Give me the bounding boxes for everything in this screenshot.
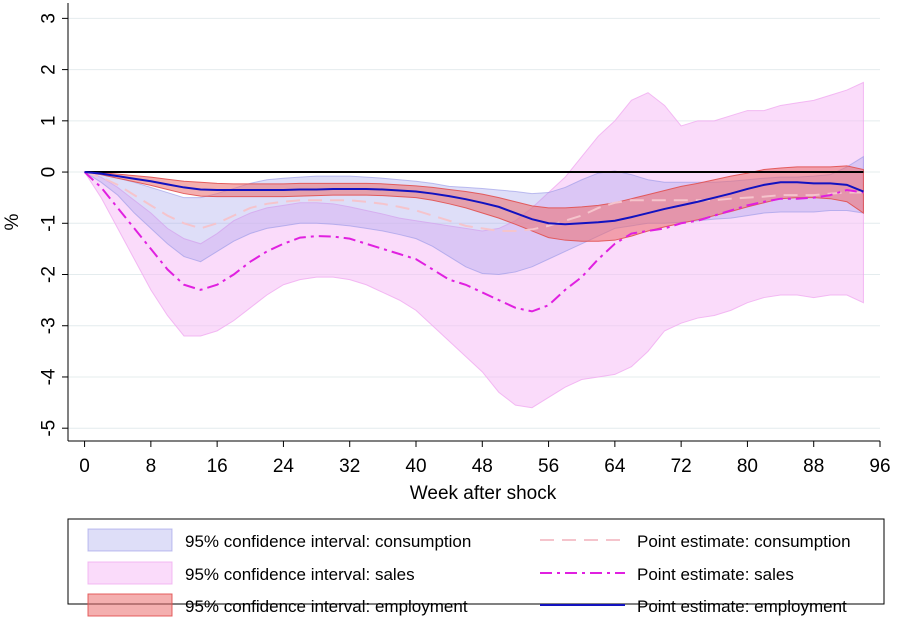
x-tick-label: 48: [472, 456, 493, 477]
plot-area: -5 -4 -3 -2 -1 0 1 2 3 0 8 16 24 32 40 48 56 64 72 80 88 96: [39, 3, 891, 477]
legend: [67, 518, 885, 605]
legend-label: 95% confidence interval: sales: [185, 565, 415, 584]
x-tick-label: 16: [207, 456, 228, 477]
legend-label: Point estimate: sales: [637, 565, 794, 584]
legend-swatch: [87, 561, 173, 585]
x-tick-label: 88: [803, 456, 824, 477]
x-tick-label: 0: [79, 456, 90, 477]
legend-label: 95% confidence interval: employment: [185, 597, 468, 616]
y-tick-label: -1: [39, 215, 60, 232]
y-tick-label: -4: [39, 368, 60, 385]
y-tick-label: -2: [39, 266, 60, 283]
legend-items: 95% confidence interval: consumption 95% …: [87, 528, 851, 617]
x-tick-label: 80: [737, 456, 758, 477]
x-tick-label: 40: [405, 456, 426, 477]
legend-swatch: [87, 593, 173, 617]
x-tick-label: 32: [339, 456, 360, 477]
y-tick-label: -3: [39, 317, 60, 334]
x-axis-label: Week after shock: [410, 483, 557, 504]
y-tick-label: 0: [39, 167, 60, 178]
x-tick-label: 8: [146, 456, 157, 477]
x-tick-label: 72: [671, 456, 692, 477]
y-axis-label: %: [2, 213, 23, 230]
legend-label: Point estimate: employment: [637, 597, 847, 616]
y-tick-label: -5: [39, 420, 60, 437]
y-tick-label: 3: [39, 13, 60, 24]
line: [84, 171, 864, 226]
x-tick-label: 24: [273, 456, 295, 477]
x-tick-label: 64: [604, 456, 626, 477]
line: [84, 171, 864, 232]
line: [83, 171, 864, 313]
x-tick-label: 56: [538, 456, 559, 477]
legend-label: 95% confidence interval: consumption: [185, 532, 471, 551]
y-tick-label: 2: [39, 64, 60, 75]
y-tick-label: 1: [39, 116, 60, 127]
legend-swatch: [87, 528, 173, 552]
x-tick-label: 96: [869, 456, 890, 477]
legend-label: Point estimate: consumption: [637, 532, 851, 551]
